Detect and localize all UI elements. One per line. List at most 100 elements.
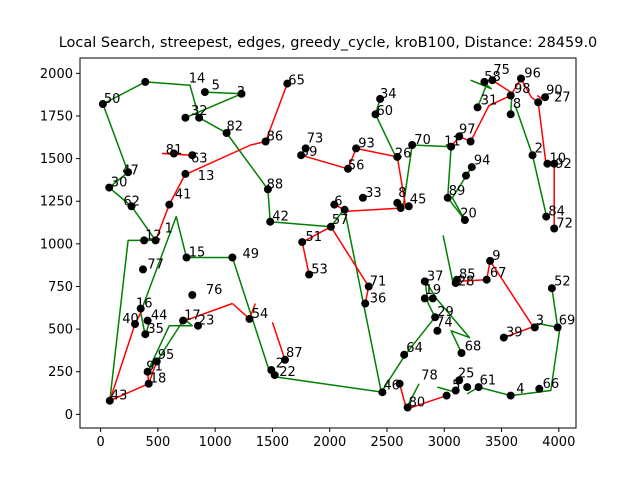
node-label-30: 3 bbox=[237, 85, 245, 100]
axes: 0 500 1000 1500 2000 2500 3000 3500 400002505007… bbox=[40, 57, 577, 450]
node-label-73: 46 bbox=[383, 379, 400, 394]
x-tick-label-1: 500 bbox=[145, 435, 170, 450]
series-0-segment-10 bbox=[139, 215, 383, 393]
node-point-86 bbox=[267, 366, 276, 374]
node-point-12 bbox=[195, 113, 204, 122]
node-label-17: 15 bbox=[189, 246, 206, 261]
node-point-46 bbox=[473, 103, 482, 112]
node-label-66: 74 bbox=[436, 315, 453, 330]
x-tick-label-4: 2000 bbox=[313, 435, 346, 450]
node-point-50 bbox=[506, 110, 515, 119]
node-point-72 bbox=[457, 349, 466, 357]
node-label-78: 3 bbox=[536, 314, 544, 329]
node-point-17 bbox=[266, 217, 275, 226]
node-point-5 bbox=[151, 236, 160, 245]
node-label-68: 64 bbox=[406, 341, 423, 356]
node-label-70: 25 bbox=[458, 367, 475, 382]
node-point-96 bbox=[143, 316, 152, 325]
node-point-59 bbox=[547, 284, 556, 293]
node-label-43: 57 bbox=[332, 213, 349, 228]
node-point-36 bbox=[396, 204, 405, 212]
node-label-31: 32 bbox=[191, 104, 208, 119]
node-point-99 bbox=[136, 304, 145, 313]
node-point-69 bbox=[428, 294, 437, 303]
node-point-13 bbox=[200, 88, 209, 97]
node-point-91 bbox=[182, 253, 191, 262]
node-point-1 bbox=[105, 396, 114, 405]
node-point-6 bbox=[165, 200, 174, 209]
node-label-69: 78 bbox=[421, 368, 438, 383]
node-label-45: 53 bbox=[311, 263, 328, 278]
node-label-8: 40 bbox=[122, 312, 139, 327]
node-point-66 bbox=[452, 275, 461, 284]
series-1-segment-10 bbox=[271, 322, 286, 361]
node-label-15: 18 bbox=[150, 372, 167, 387]
node-point-44 bbox=[455, 132, 464, 141]
node-point-41 bbox=[460, 216, 469, 224]
node-label-88: 96 bbox=[524, 67, 541, 82]
node-label-26: 13 bbox=[198, 169, 215, 184]
node-label-91: 8 bbox=[513, 97, 521, 112]
node-label-1: 47 bbox=[122, 164, 139, 179]
node-point-79 bbox=[535, 384, 544, 393]
y-tick-label-7: 1750 bbox=[40, 109, 73, 124]
node-point-8 bbox=[181, 169, 190, 178]
node-label-42: 6 bbox=[334, 194, 342, 209]
node-point-93 bbox=[143, 367, 152, 376]
node-point-88 bbox=[194, 321, 202, 330]
series-1-segment-16 bbox=[466, 276, 470, 285]
x-tick-label-6: 3000 bbox=[428, 435, 461, 450]
node-label-64: 9 bbox=[492, 249, 500, 264]
node-point-57 bbox=[542, 212, 551, 221]
node-label-58: 36 bbox=[370, 292, 387, 307]
node-point-45 bbox=[466, 137, 475, 146]
node-point-56 bbox=[550, 159, 559, 168]
node-label-10: 35 bbox=[147, 322, 164, 337]
node-label-2: 30 bbox=[111, 176, 128, 191]
node-point-37 bbox=[404, 202, 413, 211]
y-tick-label-2: 500 bbox=[48, 323, 73, 338]
node-point-81 bbox=[395, 379, 404, 388]
node-point-62 bbox=[499, 333, 508, 342]
series-0-segment-7 bbox=[442, 235, 455, 285]
node-point-68 bbox=[420, 294, 429, 303]
node-label-12: 23 bbox=[198, 314, 215, 329]
series-0-segment-2 bbox=[402, 144, 473, 221]
series-0-segment-13 bbox=[476, 81, 489, 108]
node-point-64 bbox=[482, 275, 491, 284]
node-label-65: 29 bbox=[437, 305, 454, 320]
y-tick-label-3: 750 bbox=[48, 280, 73, 295]
node-label-77: 39 bbox=[506, 326, 523, 341]
node-point-30 bbox=[358, 193, 367, 202]
node-label-49: 70 bbox=[414, 133, 431, 148]
node-point-55 bbox=[543, 159, 552, 168]
node-label-24: 81 bbox=[166, 143, 183, 158]
node-label-52: 8 bbox=[398, 186, 406, 201]
node-point-85 bbox=[281, 355, 289, 364]
plot-frame bbox=[79, 57, 577, 429]
node-point-76 bbox=[463, 383, 472, 392]
series-1-segment-8 bbox=[342, 207, 404, 213]
node-label-48: 60 bbox=[377, 104, 394, 119]
node-label-89: 98 bbox=[514, 82, 531, 97]
node-label-90: 31 bbox=[481, 94, 498, 109]
node-label-67: 68 bbox=[465, 339, 482, 354]
node-label-19: 49 bbox=[243, 247, 260, 262]
y-tick-label-0: 0 bbox=[65, 408, 73, 423]
node-point-98 bbox=[131, 320, 139, 328]
series-0-segment-4 bbox=[514, 105, 547, 216]
node-label-28: 14 bbox=[189, 72, 206, 87]
node-point-23 bbox=[352, 144, 361, 153]
node-label-37: 73 bbox=[307, 131, 324, 146]
node-point-47 bbox=[480, 77, 489, 86]
node-point-16 bbox=[263, 185, 272, 194]
node-point-29 bbox=[393, 152, 402, 161]
node-point-87 bbox=[245, 314, 254, 323]
node-point-53 bbox=[541, 93, 550, 102]
node-label-14: 91 bbox=[146, 360, 163, 375]
node-point-90 bbox=[188, 291, 197, 299]
node-label-46: 33 bbox=[365, 186, 382, 201]
node-point-34 bbox=[305, 270, 314, 279]
y-tick-label-4: 1000 bbox=[40, 237, 73, 252]
